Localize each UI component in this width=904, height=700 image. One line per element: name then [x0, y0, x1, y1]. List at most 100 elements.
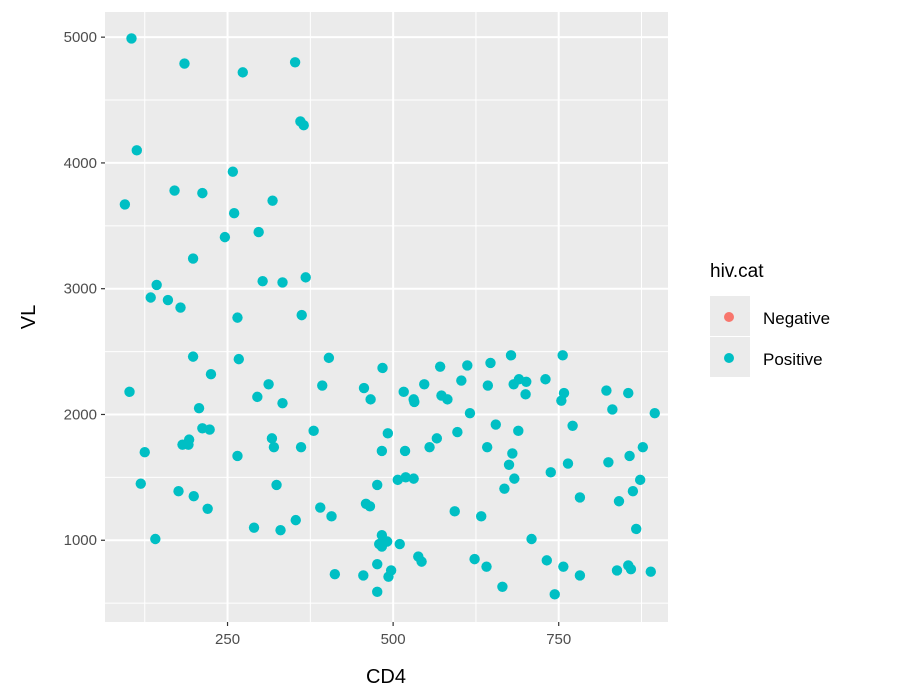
- data-point: [549, 589, 560, 600]
- data-point: [521, 376, 532, 387]
- data-point: [625, 563, 637, 575]
- data-point: [399, 445, 411, 457]
- y-tick-label: 3000: [64, 281, 97, 298]
- data-point: [645, 566, 656, 577]
- data-point: [315, 502, 326, 513]
- panel-background: [105, 12, 668, 622]
- data-point: [607, 404, 618, 415]
- data-point: [509, 473, 520, 484]
- data-point: [613, 496, 625, 507]
- data-point: [205, 369, 217, 380]
- data-point: [381, 536, 393, 547]
- data-point: [219, 231, 231, 243]
- legend-label-negative: Negative: [763, 309, 830, 328]
- data-point: [452, 426, 463, 438]
- data-point: [481, 441, 493, 453]
- data-point: [481, 561, 492, 572]
- y-tick-label: 4000: [64, 155, 97, 172]
- data-point: [139, 447, 150, 458]
- data-point: [268, 441, 280, 453]
- data-point: [611, 565, 623, 576]
- data-point: [233, 353, 244, 365]
- data-point: [317, 380, 328, 391]
- x-axis-ticks: 250 500 750: [215, 622, 571, 648]
- data-point: [499, 483, 510, 494]
- data-point: [300, 272, 311, 283]
- data-point: [277, 277, 288, 288]
- data-point: [490, 419, 501, 430]
- data-point: [456, 375, 467, 386]
- legend-marker-negative: [724, 312, 734, 322]
- data-point: [603, 457, 614, 468]
- data-point: [289, 57, 301, 68]
- data-point: [464, 408, 476, 419]
- y-tick-label: 5000: [64, 29, 97, 46]
- data-point: [275, 524, 286, 536]
- data-point: [277, 397, 288, 409]
- data-point: [558, 561, 569, 572]
- legend-label-positive: Positive: [763, 350, 823, 369]
- data-point: [169, 185, 180, 196]
- data-point: [162, 294, 174, 306]
- data-point: [557, 350, 568, 361]
- data-point: [150, 533, 161, 545]
- data-point: [298, 119, 309, 131]
- data-point: [135, 478, 146, 489]
- legend: hiv.cat Negative Positive: [710, 261, 830, 377]
- data-point: [227, 166, 239, 177]
- legend-marker-positive: [724, 353, 734, 363]
- data-point: [228, 208, 240, 219]
- data-point: [358, 382, 370, 394]
- data-point: [151, 279, 162, 291]
- data-point: [408, 473, 419, 484]
- data-point: [202, 503, 213, 515]
- data-point: [232, 450, 243, 462]
- data-point: [520, 389, 531, 400]
- data-point: [526, 533, 537, 545]
- data-point: [131, 145, 142, 156]
- data-point: [476, 511, 487, 522]
- x-tick-label: 500: [381, 631, 406, 648]
- data-point: [545, 467, 556, 478]
- data-point: [296, 309, 307, 321]
- data-point: [290, 514, 301, 526]
- data-point: [567, 420, 578, 431]
- data-point: [574, 492, 586, 503]
- data-point: [419, 379, 430, 390]
- data-point: [431, 433, 443, 444]
- data-point: [126, 33, 137, 44]
- data-point: [469, 553, 480, 565]
- data-point: [462, 360, 473, 371]
- data-point: [541, 555, 552, 566]
- data-point: [267, 195, 278, 206]
- data-point: [574, 570, 586, 581]
- data-point: [540, 374, 551, 385]
- data-point: [377, 362, 388, 374]
- data-point: [623, 387, 634, 399]
- y-tick-label: 2000: [64, 406, 97, 423]
- data-point: [394, 538, 405, 550]
- data-point: [197, 187, 208, 199]
- data-point: [308, 425, 319, 437]
- data-point: [193, 402, 205, 414]
- data-point: [358, 570, 369, 581]
- data-point: [442, 394, 453, 405]
- data-point: [252, 391, 263, 403]
- data-point: [266, 433, 278, 444]
- data-point: [263, 379, 274, 390]
- data-point: [376, 445, 388, 457]
- data-point: [416, 556, 427, 567]
- data-point: [434, 361, 446, 372]
- data-point: [237, 67, 248, 78]
- data-point: [637, 441, 649, 453]
- data-point: [232, 312, 243, 323]
- data-point: [248, 522, 260, 533]
- data-point: [503, 459, 515, 470]
- x-tick-label: 250: [215, 631, 240, 648]
- data-point: [482, 380, 494, 391]
- data-points: [119, 33, 660, 600]
- data-point: [649, 408, 660, 419]
- y-axis-title: VL: [18, 305, 40, 329]
- data-point: [624, 450, 635, 462]
- data-point: [372, 558, 383, 570]
